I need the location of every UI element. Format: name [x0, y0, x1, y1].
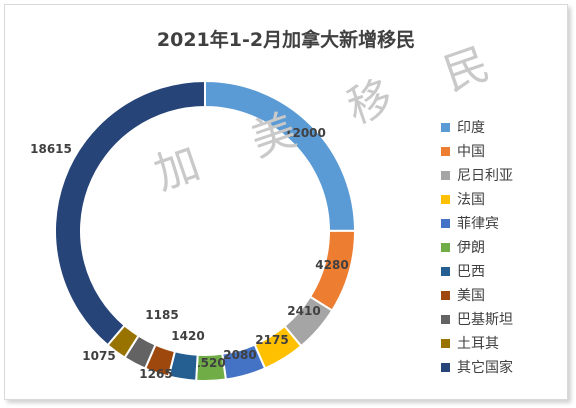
data-label: 1185 — [145, 308, 178, 322]
legend-swatch — [441, 218, 450, 228]
legend-swatch — [441, 338, 450, 348]
legend-item: 巴西 — [441, 259, 513, 283]
legend-label: 法国 — [457, 192, 485, 208]
legend-item: 尼日利亚 — [441, 163, 513, 187]
legend-item: 菲律宾 — [441, 211, 513, 235]
legend-label: 土耳其 — [457, 336, 499, 352]
data-label: 1520 — [192, 356, 225, 370]
data-label: 1075 — [82, 349, 115, 363]
chart-title: 2021年1-2月加拿大新增移民 — [156, 29, 416, 51]
legend-item: 美国 — [441, 283, 513, 307]
data-label: 2410 — [287, 304, 320, 318]
legend-label: 中国 — [457, 144, 485, 160]
legend-swatch — [441, 242, 450, 252]
legend-item: 巴基斯坦 — [441, 307, 513, 331]
legend-swatch — [441, 194, 450, 204]
legend-swatch — [441, 170, 450, 180]
legend: 印度中国尼日利亚法国菲律宾伊朗巴西美国巴基斯坦土耳其其它国家 — [441, 115, 513, 379]
legend-swatch — [441, 362, 450, 372]
doughnut-slice — [54, 79, 206, 347]
legend-item: 中国 — [441, 139, 513, 163]
chart-area: 2021年1-2月加拿大新增移民 12000 4280 2410 2175 2080 15… — [4, 4, 568, 400]
legend-swatch — [441, 314, 450, 324]
data-label: 18615 — [30, 142, 72, 156]
legend-label: 巴基斯坦 — [457, 312, 513, 328]
data-label: 2080 — [223, 348, 256, 362]
legend-swatch — [441, 290, 450, 300]
data-label: 2175 — [255, 333, 288, 347]
legend-item: 法国 — [441, 187, 513, 211]
legend-swatch — [441, 266, 450, 276]
legend-label: 美国 — [457, 288, 485, 304]
legend-label: 其它国家 — [457, 360, 513, 376]
legend-label: 伊朗 — [457, 240, 485, 256]
data-label: 4280 — [315, 258, 348, 272]
data-label: 1265 — [139, 367, 172, 381]
data-label: 12000 — [284, 126, 326, 140]
legend-item: 印度 — [441, 115, 513, 139]
legend-swatch — [441, 122, 450, 132]
legend-item: 其它国家 — [441, 355, 513, 379]
legend-swatch — [441, 146, 450, 156]
legend-label: 印度 — [457, 120, 485, 136]
legend-item: 土耳其 — [441, 331, 513, 355]
legend-label: 巴西 — [457, 264, 485, 280]
legend-label: 尼日利亚 — [457, 168, 513, 184]
legend-item: 伊朗 — [441, 235, 513, 259]
data-label: 1420 — [171, 329, 204, 343]
legend-label: 菲律宾 — [457, 216, 499, 232]
